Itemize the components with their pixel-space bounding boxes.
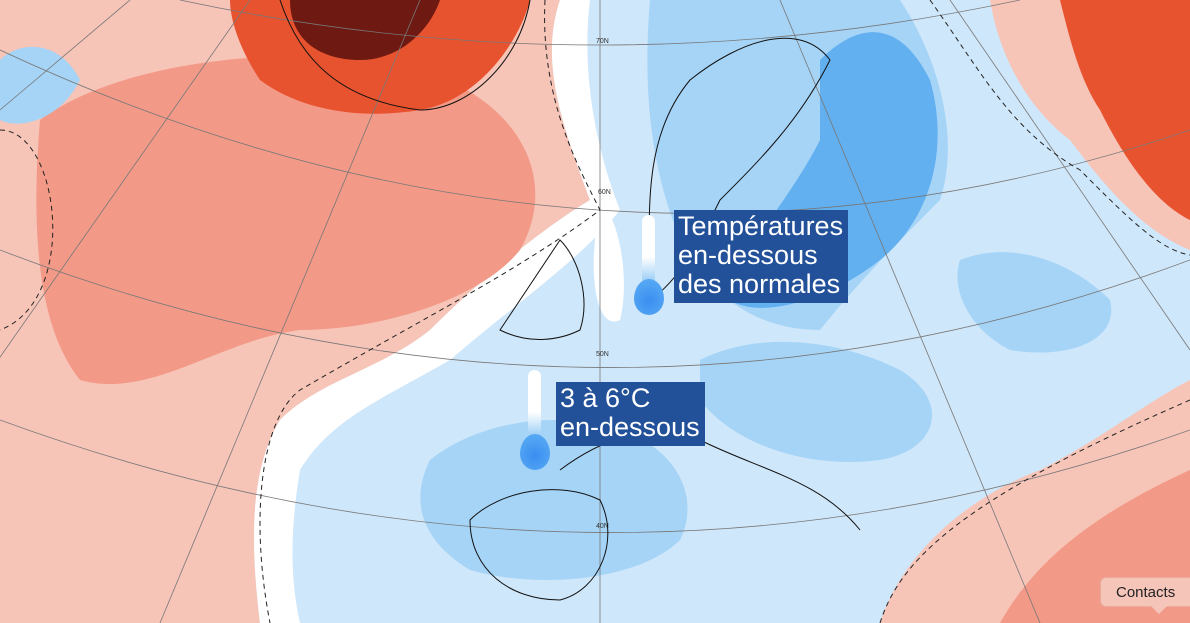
- latitude-label: 60N: [598, 189, 611, 196]
- callout-below-normal: Températures en-dessous des normales: [674, 210, 849, 303]
- white-band-atlantic: [254, 0, 621, 623]
- callout-line: 3 à 6°C: [560, 383, 651, 413]
- latitude-label: 50N: [596, 351, 609, 358]
- latitude-label: 70N: [596, 38, 609, 45]
- callout-line: des normales: [678, 269, 841, 299]
- callout-line: Températures: [678, 211, 844, 241]
- contacts-button[interactable]: Contacts: [1100, 577, 1190, 614]
- latitude-60n: [0, 49, 1190, 214]
- dark-red-region: [290, 0, 440, 60]
- callout-line: en-dessous: [560, 412, 700, 442]
- latitude-40n: [0, 419, 1190, 533]
- latitude-label: 40N: [596, 523, 609, 530]
- latitude-50n: [0, 249, 1190, 368]
- callout-line: en-dessous: [678, 240, 818, 270]
- thermometer-cold-icon: [634, 215, 664, 315]
- callout-3-to-6-below: 3 à 6°C en-dessous: [556, 382, 705, 446]
- thermometer-cold-icon: [520, 370, 550, 470]
- salmon-region: [36, 56, 536, 385]
